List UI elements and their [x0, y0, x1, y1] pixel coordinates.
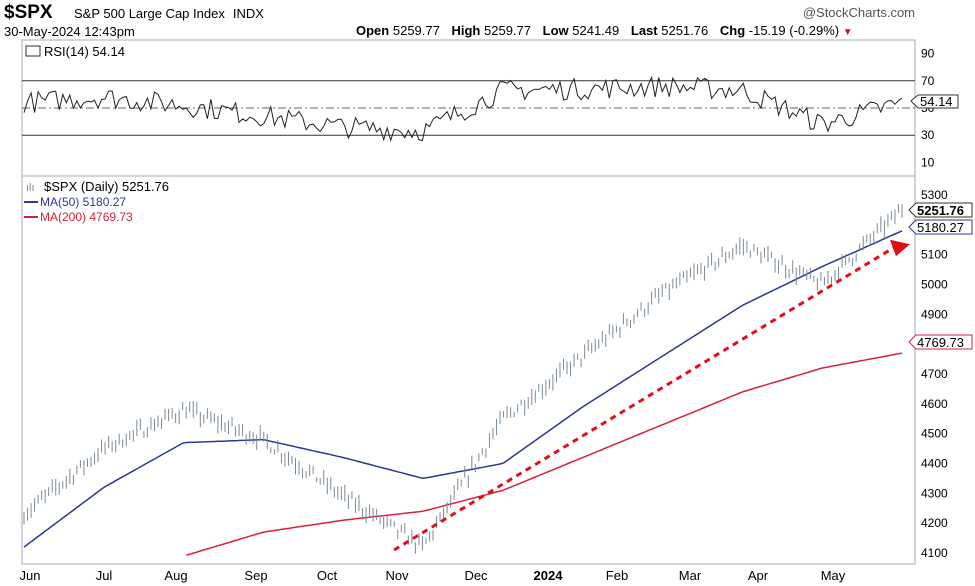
price-legend: ılı $SPX (Daily) 5251.76 MA(50) 5180.27 …	[24, 179, 169, 224]
ma200-path	[185, 352, 903, 556]
rsi-tag-shape	[910, 94, 959, 109]
rsi-tick-label: 90	[921, 47, 935, 61]
rsi-legend-swatch	[25, 45, 41, 57]
chg-value: -15.19 (-0.29%)	[748, 23, 840, 38]
price-tag: 5251.76	[908, 202, 973, 218]
high-label: High	[451, 23, 481, 38]
rsi-tick-label: 30	[921, 128, 935, 142]
price-tick-label: 4700	[921, 367, 948, 381]
price-axis: 5300520051005000490048004700460045004400…	[921, 188, 948, 560]
ma50-tag: 5180.27	[908, 219, 973, 235]
x-tick-label: Feb	[606, 568, 628, 583]
ma50-path	[23, 230, 903, 548]
x-tick-label: 2024	[534, 568, 564, 583]
down-arrow-icon: ▼	[842, 27, 853, 38]
price-tick-label: 5100	[921, 248, 948, 262]
index-name: S&P 500 Large Cap Index INDX	[74, 6, 264, 21]
rsi-tick-label: 10	[921, 155, 935, 169]
high-value: 5259.77	[484, 23, 531, 38]
legend-ma50: MA(50) 5180.27	[40, 195, 126, 209]
rsi-tag-value: 54.14	[920, 94, 953, 109]
exchange-label: INDX	[232, 6, 264, 21]
price-tick-label: 4900	[921, 307, 948, 321]
x-tick-label: Nov	[385, 568, 409, 583]
last-label: Last	[630, 23, 658, 38]
price-panel	[21, 175, 916, 565]
legend-price-icon: ılı	[26, 182, 35, 194]
x-tick-label: Sep	[244, 568, 267, 583]
trend-line-path	[393, 244, 898, 552]
x-axis: Jun Jul Aug Sep Oct Nov Dec 2024 Feb Mar Apr May	[20, 568, 846, 583]
rsi-current-tag: 54.14	[910, 94, 959, 109]
rsi-grid	[22, 80, 915, 136]
stockcharts-logo[interactable]: @StockCharts.com	[802, 5, 915, 20]
price-tick-label: 4400	[921, 457, 948, 471]
last-value: 5251.76	[661, 23, 709, 38]
ma50-line	[23, 230, 903, 548]
open-label: Open	[356, 23, 390, 38]
price-tick-label: 4200	[921, 516, 948, 530]
rsi-path	[23, 75, 903, 143]
datetime-label: 30-May-2024 12:43pm	[4, 24, 135, 39]
rsi-legend: RSI(14) 54.14	[25, 44, 125, 59]
price-bars	[23, 203, 903, 554]
index-name-text: S&P 500 Large Cap Index	[74, 6, 225, 21]
low-label: Low	[542, 23, 569, 38]
x-tick-label: Mar	[679, 568, 702, 583]
ma50-tag-value: 5180.27	[917, 220, 964, 235]
low-value: 5241.49	[572, 23, 620, 38]
price-tick-label: 5300	[921, 188, 948, 202]
quote-bar: Open 5259.77 High 5259.77 Low 5241.49 La…	[356, 23, 853, 38]
rsi-tick-label: 70	[921, 74, 935, 88]
ma200-tag-shape	[908, 334, 973, 350]
rsi-line	[23, 75, 903, 143]
price-tick-label: 4600	[921, 397, 948, 411]
price-tag-shape	[908, 202, 973, 218]
open-value: 5259.77	[392, 23, 440, 38]
ma200-line	[185, 352, 903, 556]
legend-price: $SPX (Daily) 5251.76	[44, 179, 169, 194]
x-tick-label: Aug	[164, 568, 187, 583]
price-tick-label: 4500	[921, 427, 948, 441]
symbol-title: $SPX	[4, 2, 53, 23]
ma50-tag-shape	[908, 219, 973, 235]
price-tick-label: 4300	[921, 486, 948, 500]
legend-ma200: MA(200) 4769.73	[40, 210, 133, 224]
chg-label: Chg	[719, 23, 746, 38]
price-tick-label: 5000	[921, 278, 948, 292]
x-tick-label: May	[821, 568, 846, 583]
ma200-tag-value: 4769.73	[917, 335, 964, 350]
rsi-legend-label: RSI(14) 54.14	[44, 44, 125, 59]
trend-arrow-head	[890, 239, 910, 257]
x-tick-label: Dec	[464, 568, 488, 583]
x-tick-label: Jun	[20, 568, 41, 583]
x-tick-label: Oct	[317, 568, 338, 583]
ma200-tag: 4769.73	[908, 334, 973, 350]
x-tick-label: Jul	[96, 568, 113, 583]
price-tag-value: 5251.76	[917, 203, 964, 218]
price-tick-label: 4100	[921, 546, 948, 560]
trend-line	[393, 239, 910, 552]
x-tick-label: Apr	[748, 568, 769, 583]
